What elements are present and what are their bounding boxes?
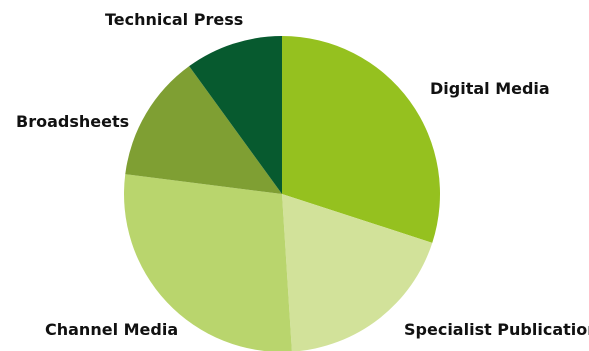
pie-slices xyxy=(124,36,441,351)
pie-slice-channel-media xyxy=(124,174,292,351)
pie-slice-specialist-publications xyxy=(282,194,433,351)
pie-slice-technical-press xyxy=(189,36,282,194)
pie-labels: Digital Media Specialist Publications Chan… xyxy=(16,10,589,339)
pie-slice-digital-media xyxy=(282,36,441,243)
pie-label-technical-press: Technical Press xyxy=(105,10,243,29)
pie-label-channel-media: Channel Media xyxy=(45,320,178,339)
pie-label-specialist-publications: Specialist Publications xyxy=(404,320,589,339)
pie-label-broadsheets: Broadsheets xyxy=(16,112,129,131)
pie-label-digital-media: Digital Media xyxy=(430,79,550,98)
pie-slice-broadsheets xyxy=(125,66,282,194)
